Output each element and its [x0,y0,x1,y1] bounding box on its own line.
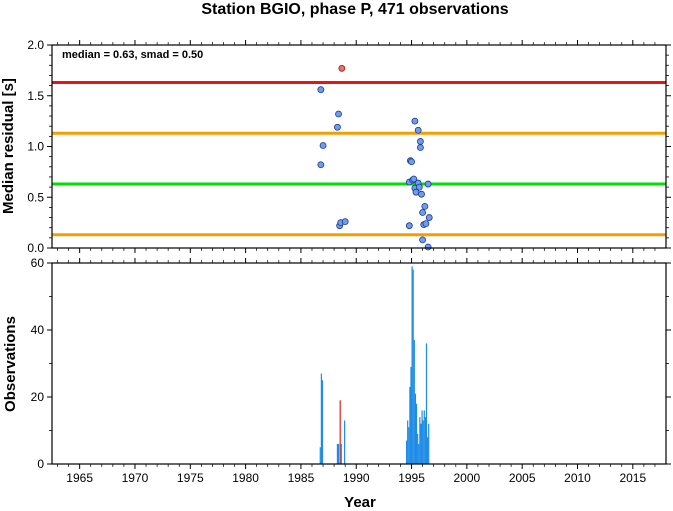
observation-bar [423,410,425,464]
y-tick-label: 0 [37,457,44,471]
residual-point [425,214,433,221]
residual-point [335,110,342,118]
residual-point [421,202,429,210]
residual-point [410,175,418,183]
residual-panel: 0.0 0.5 1.0 1.5 2.0 median = 0.63, smad = 0.… [0,38,671,255]
y-tick-label: 2.0 [27,38,44,52]
observation-bar [405,440,408,464]
observation-bar [408,427,410,464]
y-tick-label: 0.0 [27,241,44,255]
residual-point [414,126,422,134]
observations-plot-border [51,262,667,465]
x-tick-label: 2005 [509,471,536,485]
observations-panel: 0 20 40 60 1965 1970 1975 1980 1985 1990 1995 2000… [2,256,671,511]
x-tick-label: 1980 [232,471,259,485]
x-tick-label: 1990 [343,471,370,485]
observation-bar [413,340,415,464]
observation-bar [414,393,417,464]
x-tick-label: 1985 [288,471,315,485]
observation-bar [417,433,419,464]
observation-bar [428,423,430,464]
residual-point [419,209,427,216]
y-tick-label: 1.0 [27,140,44,154]
observation-bar [410,366,412,464]
observation-bar [420,423,422,464]
observation-bar [424,417,426,464]
observation-bar [415,403,418,464]
y-tick-label: 20 [31,390,45,404]
observation-bar [336,443,339,464]
residual-point [405,222,413,230]
outlier-point [338,64,346,72]
chart-title: Station BGIO, phase P, 471 observations [201,1,508,18]
observation-bar [422,420,424,464]
observation-bar [409,386,411,464]
observation-bar [426,437,429,464]
x-axis-title: Year [344,494,376,511]
x-tick-label: 1970 [122,471,149,485]
y-tick-label: 1.5 [27,89,44,103]
x-tick-label: 1975 [177,471,204,485]
x-tick-label: 2010 [564,471,591,485]
x-tick-label: 1995 [398,471,425,485]
residual-point [424,180,432,188]
residual-point [334,123,341,131]
flagged-bar [339,400,341,464]
y-tick-label: 60 [31,256,45,270]
reference-lines [52,81,666,237]
residual-point [408,158,415,166]
observation-bar [425,343,428,464]
x-tick-label: 2000 [454,471,481,485]
residual-point [341,218,349,226]
observation-bar [320,373,322,464]
residual-point [424,243,432,251]
residual-point [416,144,424,151]
residual-point [411,117,419,125]
observation-bar [344,420,346,464]
observation-bar [321,380,324,464]
y-tick-label: 0.5 [27,190,44,204]
observation-bar [421,410,423,464]
residual-point [415,183,423,191]
residual-point [317,86,325,94]
stats-annotation: median = 0.63, smad = 0.50 [62,49,203,61]
observation-bar [411,266,413,464]
residual-plot-frame [52,45,666,248]
x-tick-label: 1965 [66,471,93,485]
observation-bar [412,269,414,464]
x-tick-label: 2015 [619,471,646,485]
residual-point [319,142,327,149]
residual-point [419,236,427,244]
observations-plot-frame [52,263,666,464]
observations-x-ticks: 1965 1970 1975 1980 1985 1990 1995 2000 2005 2010… [57,258,656,485]
residual-points [317,64,433,251]
observation-bar [419,417,421,464]
observation-bar [319,447,321,464]
observations-y-axis-title: Observations [2,316,19,412]
observation-bar [418,443,420,464]
residual-plot-border [51,44,667,249]
observation-bar [407,420,409,464]
residual-point [422,220,430,228]
observation-bar [337,443,340,464]
observation-bar [340,443,342,464]
residual-y-axis-title: Median residual [s] [0,78,17,214]
residual-point [317,161,325,169]
observations-y-ticks: 0 20 40 60 [31,256,671,471]
residual-point [418,190,425,198]
residual-point [416,138,424,145]
observation-bars [319,266,430,464]
y-tick-label: 40 [31,323,45,337]
